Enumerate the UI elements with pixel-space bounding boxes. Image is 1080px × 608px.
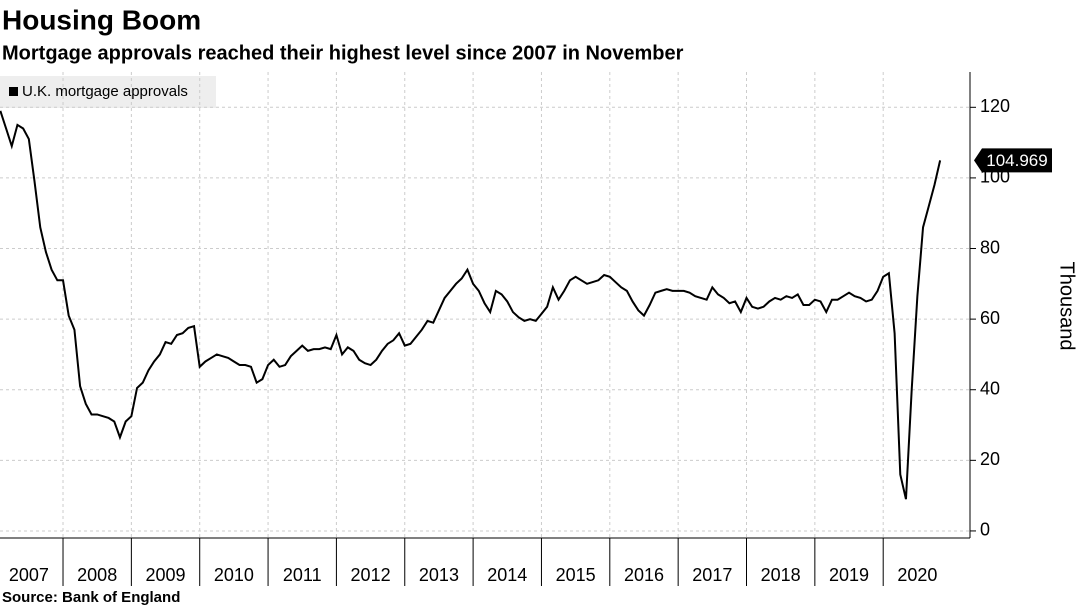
- y-axis-label: Thousand: [1056, 262, 1078, 351]
- last-value-label: 104.969: [986, 151, 1047, 170]
- y-tick-label: 80: [980, 237, 1000, 257]
- x-tick-label: 2013: [419, 565, 459, 585]
- legend-swatch: [9, 87, 18, 96]
- chart-subtitle: Mortgage approvals reached their highest…: [2, 42, 684, 64]
- y-tick-label: 0: [980, 520, 990, 540]
- x-tick-label: 2012: [351, 565, 391, 585]
- x-tick-label: 2007: [9, 565, 49, 585]
- x-tick-label: 2015: [556, 565, 596, 585]
- plot: [0, 110, 942, 500]
- legend-box: [0, 76, 216, 108]
- x-tick-label: 2008: [77, 565, 117, 585]
- legend-label: U.K. mortgage approvals: [22, 83, 188, 100]
- x-tick-label: 2009: [146, 565, 186, 585]
- x-tick-label: 2011: [283, 565, 322, 585]
- y-tick-label: 60: [980, 308, 1000, 328]
- line: [0, 110, 942, 500]
- x-tick-label: 2014: [487, 565, 527, 585]
- x-tick-label: 2019: [829, 565, 869, 585]
- y-tick-label: 120: [980, 96, 1010, 116]
- source: Source: Bank of England: [2, 589, 180, 606]
- last-value-box: [974, 148, 1052, 173]
- x-tick-label: 2020: [897, 565, 937, 585]
- x-tick-label: 2010: [214, 565, 254, 585]
- x-tick-label: 2017: [692, 565, 732, 585]
- chart-title: Housing Boom: [2, 4, 201, 35]
- x-tick-label: 2016: [624, 565, 664, 585]
- x-tick-label: 2018: [761, 565, 801, 585]
- y-tick-label: 40: [980, 378, 1000, 398]
- y-tick-label: 20: [980, 449, 1000, 469]
